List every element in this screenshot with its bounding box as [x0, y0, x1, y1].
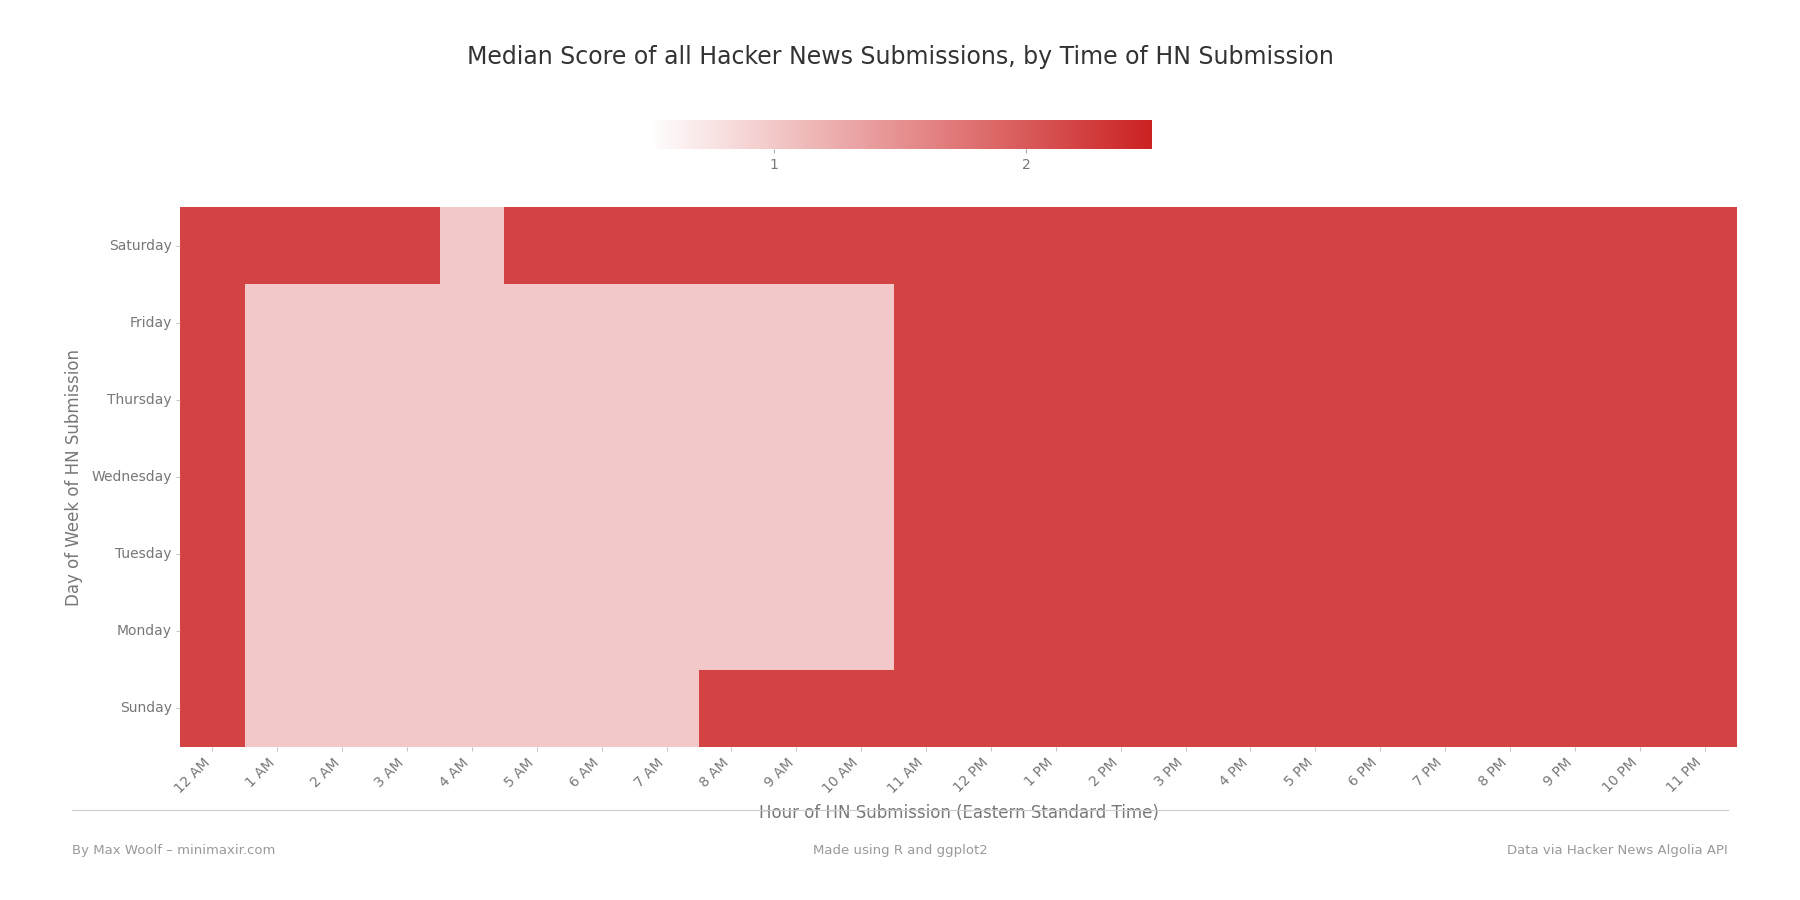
Text: Made using R and ggplot2: Made using R and ggplot2: [812, 844, 988, 857]
Y-axis label: Day of Week of HN Submission: Day of Week of HN Submission: [65, 348, 83, 606]
X-axis label: Hour of HN Submission (Eastern Standard Time): Hour of HN Submission (Eastern Standard …: [758, 805, 1159, 823]
Text: By Max Woolf – minimaxir.com: By Max Woolf – minimaxir.com: [72, 844, 275, 857]
Text: Median Score of all Hacker News Submissions, by Time of HN Submission: Median Score of all Hacker News Submissi…: [466, 45, 1334, 69]
Text: Data via Hacker News Algolia API: Data via Hacker News Algolia API: [1507, 844, 1728, 857]
